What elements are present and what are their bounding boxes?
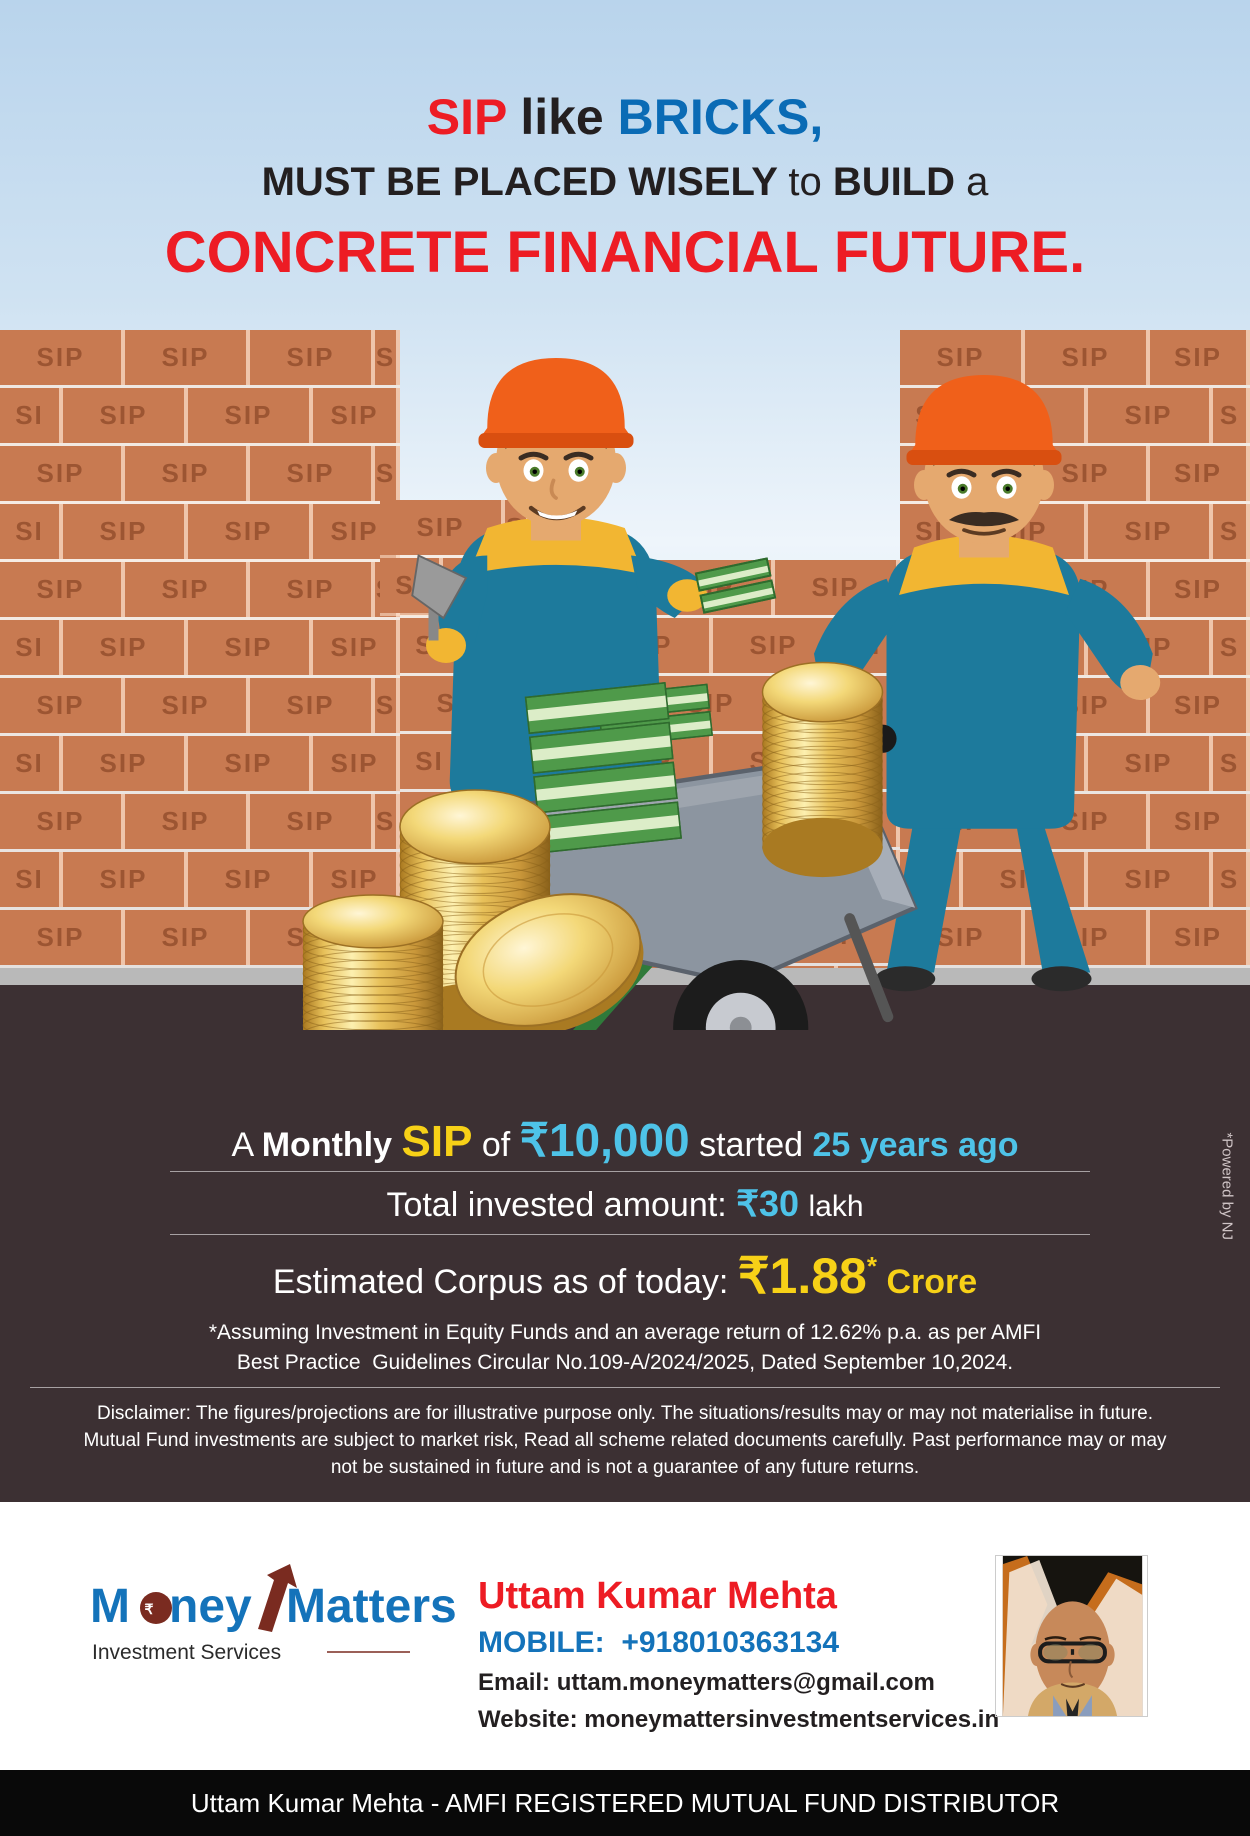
svg-text:ney: ney — [169, 1580, 252, 1633]
svg-text:Investment Services: Investment Services — [92, 1641, 281, 1664]
svg-text:₹: ₹ — [145, 1601, 154, 1617]
svg-text:M: M — [90, 1580, 130, 1633]
svg-text:Matters: Matters — [286, 1580, 457, 1633]
